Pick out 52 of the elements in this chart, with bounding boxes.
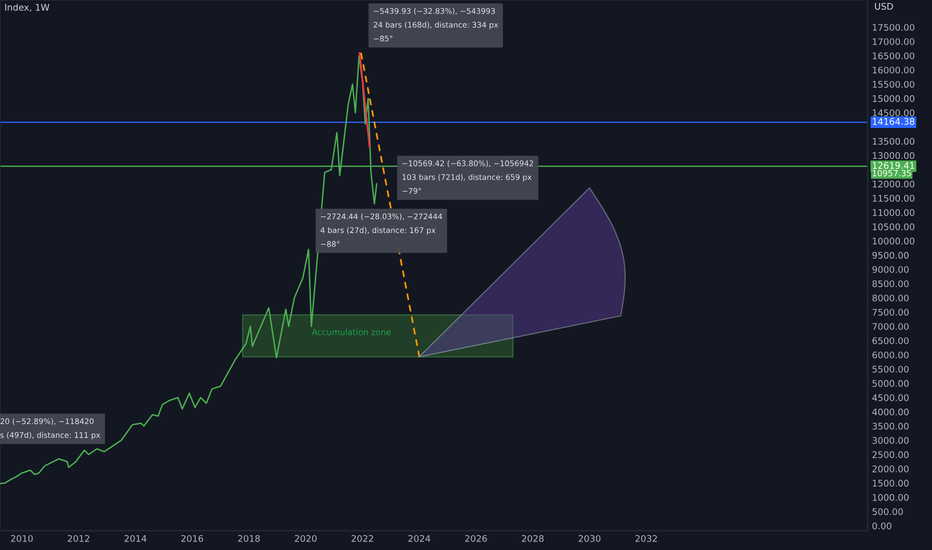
y-tick-label: 7000.00 bbox=[872, 323, 909, 330]
text: USD bbox=[875, 2, 893, 10]
x-tick-label: 2018 bbox=[238, 535, 260, 542]
y-tick-label: 2500.00 bbox=[872, 451, 909, 458]
ref-line-label: 12619.41 bbox=[872, 162, 914, 169]
x-tick-label: 2024 bbox=[408, 535, 430, 542]
x-tick-label: 2028 bbox=[522, 535, 544, 542]
y-tick-label: 11500.00 bbox=[872, 194, 914, 202]
y-tick-label: 12000.00 bbox=[872, 180, 914, 188]
x-tick-label: 2010 bbox=[11, 535, 33, 542]
y-tick-label: 4500.00 bbox=[872, 394, 909, 402]
y-tick-label: 8500.00 bbox=[872, 280, 909, 288]
y-tick-label: 2000.00 bbox=[872, 466, 909, 472]
y-tick-label: 8000.00 bbox=[872, 294, 909, 302]
y-tick-label: 14500.00 bbox=[872, 109, 914, 116]
chart-title: Index, 1W bbox=[5, 4, 50, 12]
y-tick-label: 9000.00 bbox=[872, 266, 909, 273]
text: 10957.35 bbox=[872, 170, 911, 176]
y-tick-label: 9500.00 bbox=[872, 252, 909, 259]
ref-line-label: 14164.38 bbox=[872, 118, 914, 125]
x-tick-label: 2014 bbox=[124, 535, 146, 542]
y-tick-label: 15000.00 bbox=[872, 95, 914, 102]
x-tick-label: 2032 bbox=[635, 535, 657, 542]
y-tick-label: 7500.00 bbox=[872, 308, 909, 316]
y-tick-label: 3000.00 bbox=[872, 437, 909, 444]
y-tick-label: 500.00 bbox=[872, 508, 903, 516]
y-tick-label: 10500.00 bbox=[872, 223, 914, 230]
x-tick-label: 2022 bbox=[352, 535, 374, 542]
y-tick-label: 1000.00 bbox=[872, 494, 909, 501]
annotation: Accumulation zone bbox=[312, 328, 391, 336]
y-tick-label: 6500.00 bbox=[872, 337, 909, 344]
y-tick-label: 1500.00 bbox=[872, 480, 909, 487]
y-tick-label: 11000.00 bbox=[872, 209, 914, 216]
y-tick-label: 15500.00 bbox=[872, 80, 914, 88]
y-tick-label: 16500.00 bbox=[872, 52, 914, 60]
y-tick-label: 17000.00 bbox=[872, 38, 914, 46]
y-tick-label: 3500.00 bbox=[872, 422, 909, 430]
x-tick-label: 2030 bbox=[578, 535, 600, 542]
y-tick-label: 4000.00 bbox=[872, 408, 909, 416]
y-tick-label: 0.00 bbox=[872, 522, 892, 530]
y-tick-label: 17500.00 bbox=[872, 24, 914, 31]
y-tick-label: 6000.00 bbox=[872, 352, 909, 358]
y-tick-label: 10000.00 bbox=[872, 238, 914, 244]
x-tick-label: 2026 bbox=[465, 535, 487, 542]
y-tick-label: 16000.00 bbox=[872, 66, 914, 74]
x-tick-label: 2016 bbox=[181, 535, 204, 542]
x-tick-label: 2020 bbox=[294, 535, 317, 542]
x-tick-label: 2012 bbox=[68, 535, 90, 542]
y-tick-label: 5000.00 bbox=[872, 380, 909, 387]
y-tick-label: 13000.00 bbox=[872, 152, 914, 159]
y-tick-label: 5500.00 bbox=[872, 366, 909, 373]
y-tick-label: 13500.00 bbox=[872, 138, 914, 145]
